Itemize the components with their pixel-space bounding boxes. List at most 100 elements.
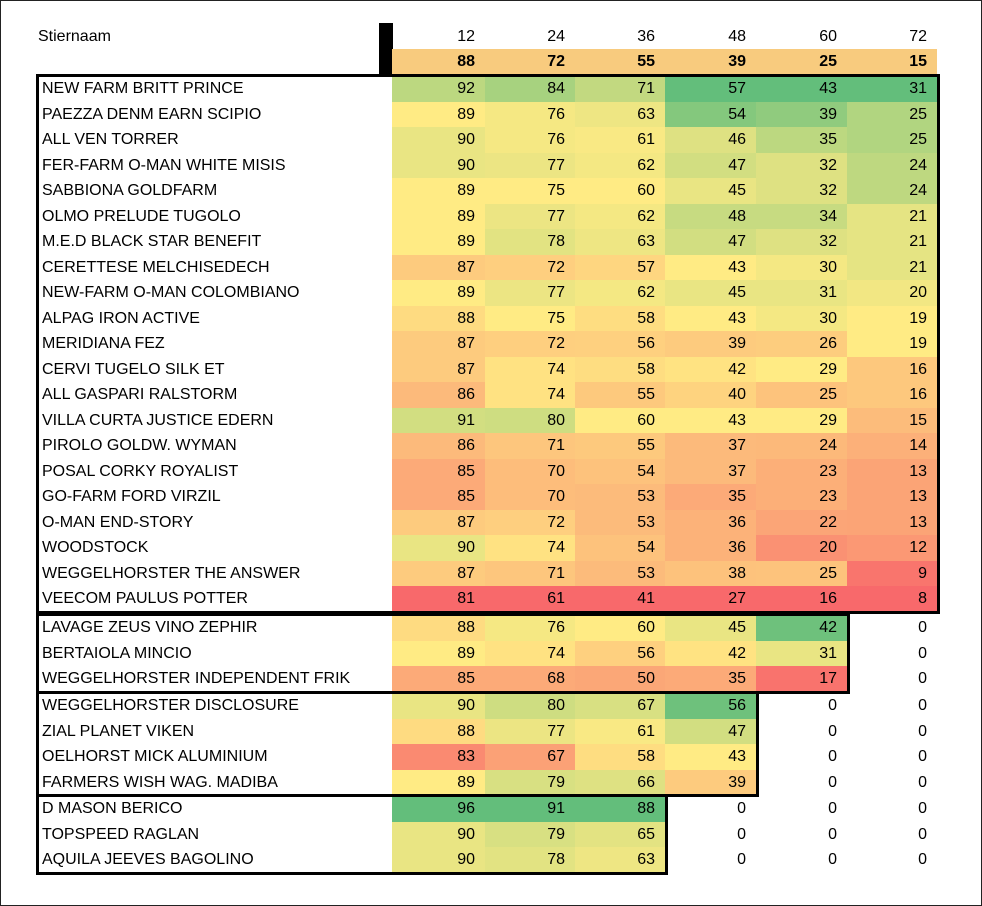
milk-value-cell: 65 [575,821,665,847]
milk-value-cell: 19 [847,331,937,357]
milk-value-cell: 23 [756,458,847,484]
milk-value-cell: 0 [918,748,927,765]
milk-value-cell: 77 [485,280,575,306]
milk-value-cell: 72 [485,509,575,535]
milk-value-cell: 56 [665,693,756,719]
milk-value-cell: 71 [485,433,575,459]
milk-value-cell: 21 [847,254,937,280]
milk-value-cell: 56 [575,640,665,666]
milk-value-cell: 60 [575,615,665,641]
milk-value-cell: 36 [665,509,756,535]
milk-value-cell: 31 [756,640,847,666]
milk-value-cell: 83 [392,744,485,770]
milk-value-cell: 76 [485,615,575,641]
milk-value-cell: 21 [847,203,937,229]
milk-value-cell: 12 [847,535,937,561]
milk-value-cell: 0 [918,722,927,740]
milk-value-cell: 30 [756,305,847,331]
milk-value-cell: 0 [737,851,746,868]
milk-value-cell: 32 [756,229,847,255]
bull-name: CERVI TUGELO SILK ET [42,360,225,378]
bull-name: PIROLO GOLDW. WYMAN [42,437,237,454]
milk-value-cell: 89 [392,640,485,666]
bull-name: CERETTESE MELCHISEDECH [42,258,270,276]
milk-value-cell: 0 [918,697,927,714]
milk-value-cell: 84 [485,76,575,102]
milk-value-cell: 0 [737,800,746,817]
milk-value-cell: 90 [392,847,485,873]
milk-value-cell: 92 [392,76,485,102]
milk-value-cell: 32 [756,178,847,204]
milk-value-cell: 57 [665,76,756,102]
milk-value-cell: 25 [756,382,847,408]
milk-value-cell: 90 [392,535,485,561]
column-header-stiernaam: Stiernaam [38,28,111,45]
milk-value-cell: 31 [756,280,847,306]
milk-value-cell: 71 [575,76,665,102]
milk-value-cell: 25 [847,127,937,153]
milk-value-cell: 91 [392,407,485,433]
milk-value-cell: 25 [756,560,847,586]
milk-value-cell: 0 [828,825,837,843]
bull-name: PAEZZA DENM EARN SCIPIO [42,105,262,123]
milk-value-cell: 40 [665,382,756,408]
milk-value-cell: 53 [575,509,665,535]
milk-value-cell: 77 [485,152,575,178]
milk-value-cell: 46 [665,127,756,153]
milk-value-cell: 9 [847,560,937,586]
bull-name: WEGGELHORSTER DISCLOSURE [42,697,299,714]
milk-value-cell: 77 [485,718,575,744]
milk-value-cell: 26 [756,331,847,357]
milk-value-cell: 21 [847,229,937,255]
milk-value-cell: 48 [665,203,756,229]
milk-value-cell: 42 [665,356,756,382]
milk-value-cell: 70 [485,484,575,510]
bull-name: AQUILA JEEVES BAGOLINO [42,851,254,868]
milk-value-cell: 17 [756,666,847,692]
milk-value-cell: 0 [918,851,927,868]
general-value: 15 [847,49,937,74]
general-value: 25 [756,49,847,74]
milk-value-cell: 88 [575,796,665,822]
milk-value-cell: 45 [665,178,756,204]
milk-value-cell: 27 [665,586,756,612]
milk-value-cell: 90 [392,127,485,153]
milk-value-cell: 0 [918,670,927,687]
milk-value-cell: 57 [575,254,665,280]
bull-name: M.E.D BLACK STAR BENEFIT [42,233,262,250]
milk-value-cell: 24 [756,433,847,459]
bull-name: NEW-FARM O-MAN COLOMBIANO [42,284,300,301]
milk-value-cell: 56 [575,331,665,357]
milk-value-cell: 54 [575,458,665,484]
bull-name: VEECOM PAULUS POTTER [42,590,248,607]
milk-value-cell: 30 [756,254,847,280]
milk-value-cell: 71 [485,560,575,586]
milk-value-cell: 61 [575,718,665,744]
milk-value-cell: 79 [485,821,575,847]
milk-value-cell: 60 [575,407,665,433]
milk-value-cell: 86 [392,382,485,408]
column-header-month: 24 [547,28,565,45]
bull-name: ALPAG IRON ACTIVE [42,309,200,327]
milk-value-cell: 24 [847,178,937,204]
milk-value-cell: 70 [485,458,575,484]
milk-value-cell: 0 [737,825,746,843]
milk-value-cell: 96 [392,796,485,822]
column-header-month: 48 [728,28,746,45]
bull-name: VILLA CURTA JUSTICE EDERN [42,411,274,429]
milk-value-cell: 85 [392,458,485,484]
bull-name: WOODSTOCK [42,539,149,556]
bull-name: ALL GASPARI RALSTORM [42,386,238,403]
milk-value-cell: 81 [392,586,485,612]
milk-value-cell: 55 [575,433,665,459]
bull-name: BERTAIOLA MINCIO [42,644,192,662]
bull-name: FER-FARM O-MAN WHITE MISIS [42,156,286,174]
column-header-month: 12 [457,28,475,45]
milk-value-cell: 16 [847,356,937,382]
milk-value-cell: 74 [485,535,575,561]
bull-name: POSAL CORKY ROYALIST [42,462,239,480]
milk-value-cell: 0 [828,722,837,740]
milk-value-cell: 39 [756,101,847,127]
milk-value-cell: 31 [847,76,937,102]
